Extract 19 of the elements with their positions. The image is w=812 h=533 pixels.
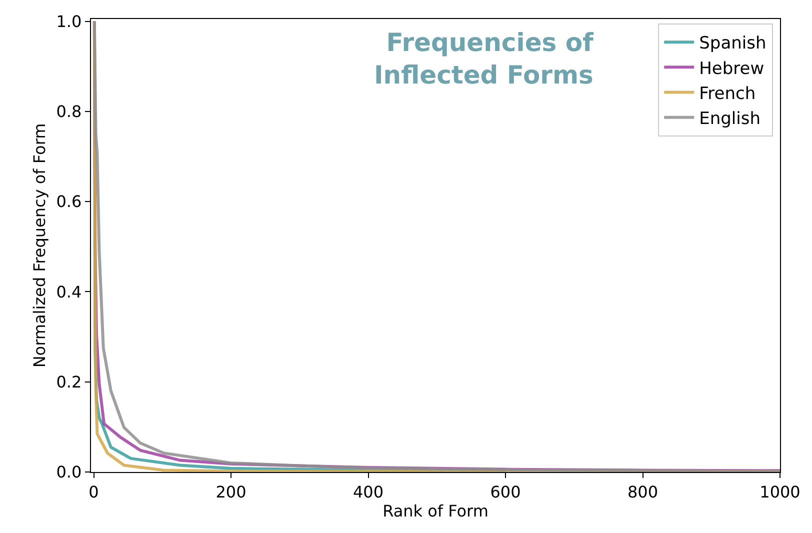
- y-tick-label: 0.8: [56, 102, 82, 121]
- y-axis-title: Normalized Frequency of Form: [30, 123, 50, 368]
- legend-label: Hebrew: [699, 58, 764, 79]
- y-tick-label: 0.6: [56, 192, 82, 212]
- y-tick-label: 0.2: [56, 372, 82, 392]
- x-tick-label: 600: [490, 482, 521, 502]
- x-tick-label: 800: [627, 482, 658, 502]
- y-tick-label: 0.4: [56, 282, 82, 302]
- legend-label: French: [699, 84, 756, 104]
- x-axis-title: Rank of Form: [382, 501, 488, 520]
- y-tick-label: 1.0: [56, 12, 82, 31]
- text: Frequencies of Inflected Forms: [374, 28, 595, 90]
- x-tick-label: 1000: [760, 482, 800, 502]
- y-tick-label: 0.0: [56, 462, 82, 482]
- legend-label: Spanish: [699, 34, 766, 54]
- x-tick-label: 0: [88, 482, 99, 502]
- x-tick-label: 400: [352, 482, 384, 502]
- x-tick-label: 200: [216, 482, 246, 502]
- legend-label: English: [699, 109, 760, 130]
